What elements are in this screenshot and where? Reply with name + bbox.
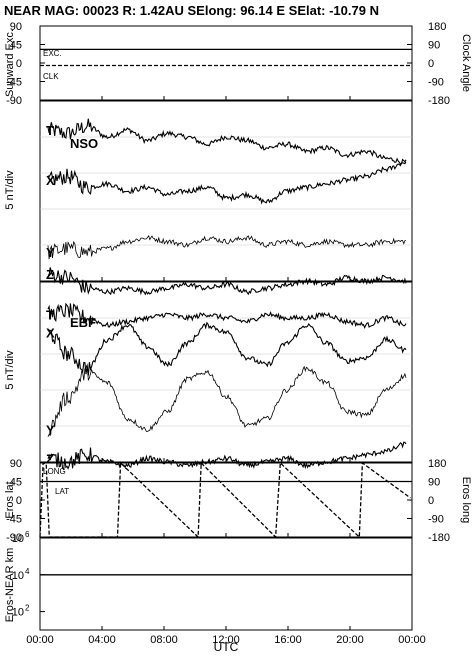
x-tick-label: 16:00 <box>274 634 302 646</box>
long-label: LONG <box>43 467 66 476</box>
eros-ytick-left: 45 <box>10 477 22 489</box>
sunward-ytick-right: 180 <box>428 21 446 33</box>
nso-series-z <box>47 267 407 296</box>
distance-ytick-exponent: 4 <box>25 567 30 576</box>
nso-lines: T X YZ <box>46 118 407 296</box>
ebf-series-label-y: Y <box>46 423 55 438</box>
eros-panel-frame <box>39 462 413 538</box>
distance-ylabel: Eros-NEAR km <box>4 548 16 623</box>
lat-label: LAT <box>55 487 69 496</box>
eros-ytick-right: 90 <box>428 477 440 489</box>
eros-ytick-right: -180 <box>428 532 450 544</box>
eros-lat-ylabel: Eros lat <box>4 481 16 518</box>
eros-ytick-left: 90 <box>10 458 22 470</box>
ebf-series-z <box>47 441 407 471</box>
ebf-ylabel: 5 nT/div <box>4 350 16 390</box>
eros-ytick-left: -90 <box>6 532 22 544</box>
nso-series-label-z: Z <box>46 267 54 282</box>
nso-ylabel: 5 nT/div <box>4 170 16 210</box>
sunward-ytick-right: -90 <box>428 77 444 89</box>
ebf-series-label-x: X <box>46 325 55 340</box>
eros-ytick-right: -90 <box>428 514 444 526</box>
ebf-series-label-t: T <box>46 307 54 322</box>
ebf-panel-frame <box>39 281 413 463</box>
eros-series-long <box>39 461 411 539</box>
nso-series-label-t: T <box>46 123 54 138</box>
nso-series-label-x: X <box>46 173 55 188</box>
nso-series-t <box>47 118 407 165</box>
sunward-ytick-right: -180 <box>428 95 450 107</box>
sunward-ytick-left: 0 <box>16 58 22 70</box>
nso-series-y <box>47 235 407 260</box>
distance-panel-frame <box>39 537 413 631</box>
figure-title: NEAR MAG: 00023 R: 1.42AU SElong: 96.14 … <box>4 3 379 18</box>
eros-ytick-left: 0 <box>16 495 22 507</box>
x-axis: 00:00 04:00 08:00 12:00 16:00 20:00 00:00 <box>26 96 426 646</box>
sunward-panel-frame <box>39 25 413 101</box>
nso-title: NSO <box>70 136 98 151</box>
clock-ylabel: Clock Angle <box>460 34 472 92</box>
sunward-ytick-left: -45 <box>6 77 22 89</box>
eros-lines <box>39 461 412 539</box>
sunward-ticks: 90 45 0 -45 -90 180 90 0 -90 -180 <box>6 21 450 107</box>
ebf-lines: TX YZ <box>46 302 407 471</box>
sunward-lines <box>40 48 412 67</box>
distance-ytick-exponent: 6 <box>25 530 30 539</box>
sunward-ytick-left: 90 <box>10 21 22 33</box>
nso-panel-frame <box>39 100 413 282</box>
ebf-series-label-z: Z <box>46 451 54 466</box>
ebf-grid <box>40 317 412 427</box>
eros-panel: Eros lat Eros long 90 45 0 -45 -90 180 90 0 -90 -… <box>4 458 472 544</box>
eros-ytick-right: 180 <box>428 458 446 470</box>
x-tick-label: 04:00 <box>88 634 116 646</box>
sunward-ytick-right: 90 <box>428 40 440 52</box>
sunward-ytick-left: 45 <box>10 40 22 52</box>
x-axis-label: UTC <box>214 640 239 654</box>
ebf-series-y <box>47 363 407 438</box>
x-tick-label: 20:00 <box>336 634 364 646</box>
exc-label: EXC. <box>43 49 62 58</box>
sunward-ylabel: Sunward Exc. <box>4 29 16 97</box>
clk-label: CLK <box>43 72 59 81</box>
ebf-series-x <box>47 321 407 376</box>
x-tick-label: 08:00 <box>150 634 178 646</box>
sunward-ytick-right: 0 <box>428 58 434 70</box>
ebf-series-t <box>47 302 407 329</box>
nso-series-x <box>47 161 407 205</box>
distance-ytick: 10 <box>12 533 24 545</box>
eros-long-ylabel: Eros long <box>460 477 472 523</box>
distance-ytick: 10 <box>12 570 24 582</box>
eros-ytick-left: -45 <box>6 514 22 526</box>
eros-ticks: 90 45 0 -45 -90 180 90 0 -90 -180 <box>6 458 450 544</box>
x-tick-label: 00:00 <box>398 634 426 646</box>
sunward-panel: Sunward Exc. Clock Angle 90450-45-901809… <box>4 21 472 107</box>
x-tick-label: 12:00 <box>212 634 240 646</box>
x-tick-label: 00:00 <box>26 634 54 646</box>
nso-panel: NSO 5 nT/div T X YZ <box>4 100 413 296</box>
distance-ytick: 10 <box>12 607 24 619</box>
distance-ytick-exponent: 2 <box>25 604 30 613</box>
nso-series-label-y: Y <box>46 245 55 260</box>
eros-ytick-right: 0 <box>428 495 434 507</box>
sunward-ytick-left: -90 <box>6 95 22 107</box>
